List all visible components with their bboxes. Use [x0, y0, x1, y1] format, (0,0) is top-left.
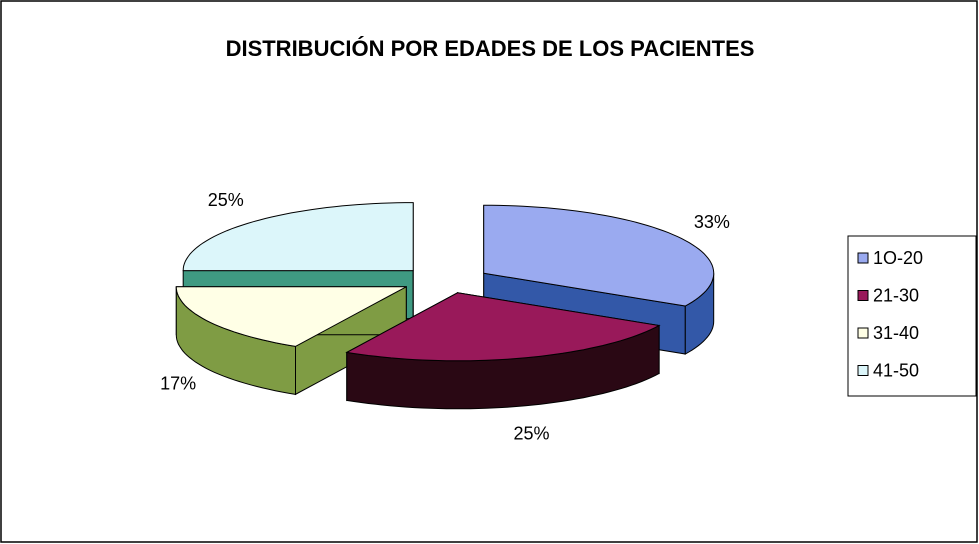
slice [182, 202, 414, 272]
legend-label: 1O-20 [873, 248, 923, 268]
legend-swatch [857, 365, 869, 376]
chart-title: DISTRIBUCIÓN POR EDADES DE LOS PACIENTES [226, 36, 755, 61]
legend-label: 41-50 [873, 360, 919, 380]
legend-swatch [857, 252, 869, 264]
data-label: 25% [513, 424, 549, 444]
slice [345, 292, 661, 362]
legend-label: 31-40 [873, 323, 919, 343]
legend-swatch [857, 327, 869, 339]
slice [483, 204, 715, 307]
legend-label: 21-30 [873, 285, 919, 305]
data-label: 17% [160, 373, 196, 393]
slice [175, 286, 407, 347]
data-label: 33% [694, 212, 730, 232]
data-label: 25% [208, 190, 244, 210]
legend-swatch [857, 290, 869, 301]
legend-box [847, 235, 977, 397]
